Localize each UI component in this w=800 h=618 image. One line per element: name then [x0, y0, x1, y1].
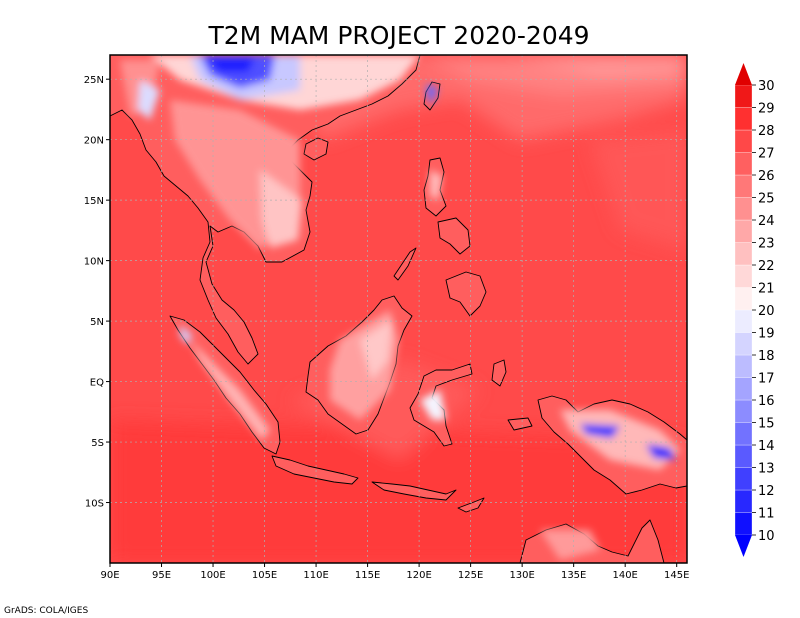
- colorbar-swatch: [734, 287, 753, 311]
- colorbar-label: 28: [758, 124, 775, 139]
- colorbar-label: 24: [758, 214, 775, 229]
- y-axis-ticks: 25N 20N 15N 10N 5N EQ 5S 10S: [84, 75, 110, 510]
- colorbar-label: 12: [758, 484, 775, 499]
- land-java: [271, 455, 359, 485]
- x-tick-label: 90E: [100, 570, 119, 581]
- y-tick-label: 10N: [84, 257, 104, 268]
- map-frame: [109, 54, 688, 564]
- colorbar-label: 19: [758, 327, 775, 342]
- x-tick-label: 140E: [612, 570, 637, 581]
- y-tick-label: 25N: [84, 75, 104, 86]
- colorbar-swatch: [734, 467, 753, 491]
- land-seram: [507, 417, 533, 431]
- x-tick-label: 115E: [355, 570, 380, 581]
- y-tick-label: 5S: [91, 438, 104, 449]
- colorbar-label: 11: [758, 507, 775, 522]
- land-palawan: [393, 247, 417, 281]
- colorbar-under-arrow: [735, 535, 752, 557]
- x-tick-label: 145E: [664, 570, 689, 581]
- x-tick-label: 135E: [561, 570, 586, 581]
- colorbar-label: 18: [758, 349, 775, 364]
- colorbar-swatch: [734, 377, 753, 401]
- land-mindanao: [445, 271, 487, 317]
- land-lesser-sunda: [371, 481, 457, 501]
- colorbar-swatch: [734, 354, 753, 378]
- chart-title: T2M MAM PROJECT 2020-2049: [207, 21, 589, 50]
- colorbar-swatch: [734, 332, 753, 356]
- colorbar-swatch: [734, 129, 753, 153]
- y-tick-label: EQ: [90, 378, 104, 389]
- land-visayas: [437, 217, 471, 255]
- colorbar-swatch: [734, 84, 753, 108]
- y-tick-label: 5N: [90, 317, 104, 328]
- colorbar-swatch: [734, 512, 753, 536]
- colorbar-swatch: [734, 444, 753, 468]
- land-timor: [457, 497, 485, 513]
- colorbar-label: 30: [758, 79, 775, 94]
- x-tick-label: 110E: [303, 570, 328, 581]
- x-tick-label: 100E: [200, 570, 225, 581]
- colorbar-label: 29: [758, 102, 775, 117]
- colorbar-label: 20: [758, 304, 775, 319]
- graticule: [110, 55, 687, 563]
- colorbar-swatch: [734, 219, 753, 243]
- land-temperature-shading: [120, 55, 680, 560]
- y-tick-label: 20N: [84, 136, 104, 147]
- colorbar-over-arrow: [735, 63, 752, 85]
- colorbar-swatch: [734, 309, 753, 333]
- colorbar-swatch: [734, 399, 753, 423]
- land-hainan: [303, 137, 329, 161]
- x-axis-ticks: 90E 95E 100E 105E 110E 115E 120E 125E 130E 135E 14…: [100, 563, 689, 581]
- colorbar-swatch: [734, 152, 753, 176]
- colorbar-label: 21: [758, 282, 775, 297]
- x-tick-label: 120E: [406, 570, 431, 581]
- x-tick-label: 105E: [252, 570, 277, 581]
- colorbar-swatch: [734, 107, 753, 131]
- colorbar-label: 14: [758, 439, 775, 454]
- y-tick-label: 15N: [84, 196, 104, 207]
- colorbar-label: 17: [758, 372, 775, 387]
- colorbar-label: 16: [758, 394, 775, 409]
- colorbar-label: 10: [758, 529, 775, 544]
- colorbar-swatch: [734, 489, 753, 513]
- x-tick-label: 130E: [509, 570, 534, 581]
- colorbar-label: 23: [758, 237, 775, 252]
- colorbar-swatch: [734, 264, 753, 288]
- colorbar-label: 27: [758, 147, 775, 162]
- colorbar-label: 22: [758, 259, 775, 274]
- colorbar: 10 11 12 13 14 15 16 17 18 19 20 21 22 23 24 25 26 27 28 29…: [734, 63, 775, 557]
- colorbar-swatch: [734, 197, 753, 221]
- colorbar-label: 13: [758, 462, 775, 477]
- x-tick-label: 125E: [458, 570, 483, 581]
- colorbar-swatch: [734, 242, 753, 266]
- colorbar-swatch: [734, 174, 753, 198]
- land-halmahera: [491, 359, 507, 387]
- colorbar-label: 25: [758, 192, 775, 207]
- colorbar-label: 26: [758, 169, 775, 184]
- y-tick-label: 10S: [85, 499, 104, 510]
- colorbar-label: 15: [758, 417, 775, 432]
- map-plot-area: [110, 55, 687, 563]
- x-tick-label: 95E: [152, 570, 171, 581]
- colorbar-swatch: [734, 422, 753, 446]
- credit-label: GrADS: COLA/IGES: [4, 606, 88, 616]
